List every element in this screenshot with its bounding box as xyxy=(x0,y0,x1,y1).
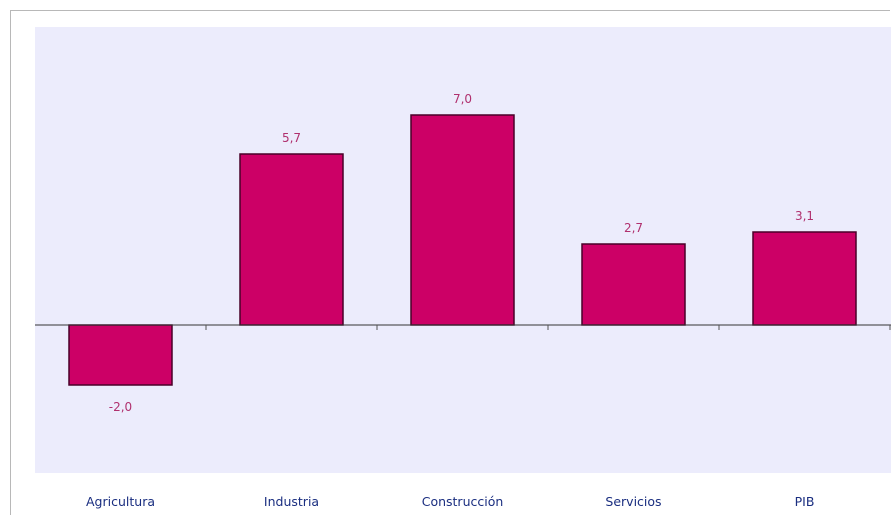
bar-construcci-n xyxy=(410,114,515,326)
bar-pib xyxy=(752,231,857,326)
data-labels: -2,0 5,7 7,0 2,7 3,1 xyxy=(109,92,814,414)
data-label: -2,0 xyxy=(109,400,132,414)
data-label: 5,7 xyxy=(282,131,301,145)
bar-servicios xyxy=(581,243,686,326)
data-label: 3,1 xyxy=(795,209,814,223)
category-label: Agricultura xyxy=(86,494,155,509)
category-label: Servicios xyxy=(605,494,661,509)
category-label: Construcción xyxy=(422,494,504,509)
category-label: PIB xyxy=(795,494,815,509)
category-label: Industria xyxy=(264,494,319,509)
bars xyxy=(68,114,857,386)
data-label: 7,0 xyxy=(453,92,472,106)
data-label: 2,7 xyxy=(624,221,643,235)
x-axis-ticks xyxy=(205,325,891,330)
category-labels: Agricultura Industria Construcción Servicio… xyxy=(86,494,814,509)
bar-industria xyxy=(239,153,344,326)
bar-agricultura xyxy=(68,324,173,386)
